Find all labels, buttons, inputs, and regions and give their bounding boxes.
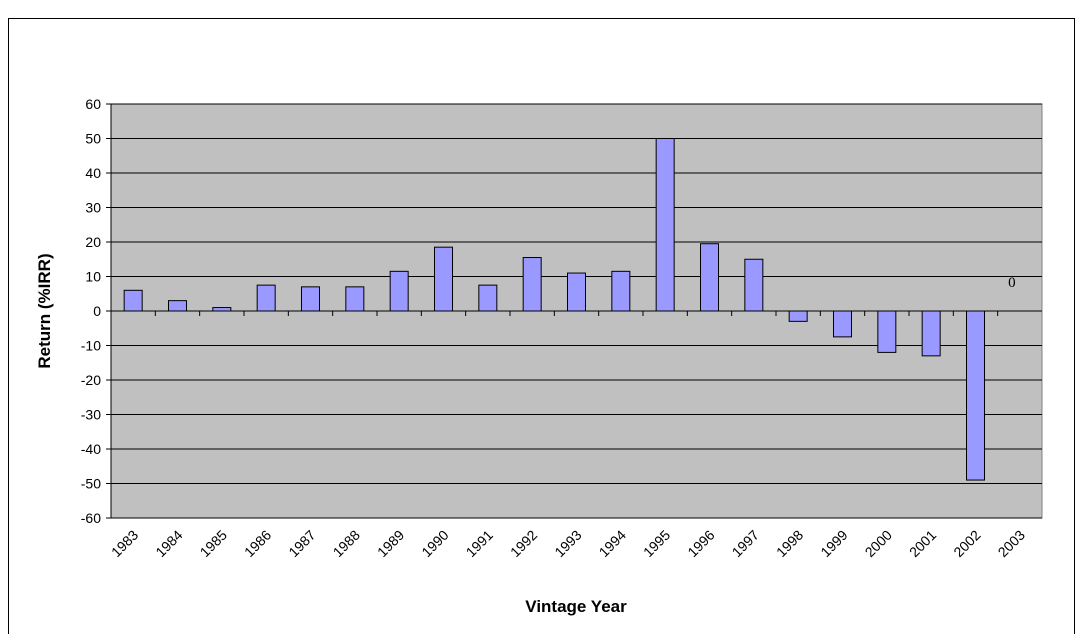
bar [567, 272, 586, 312]
y-tick-label: 20 [85, 234, 101, 250]
bar [301, 286, 320, 312]
y-tick-label: -50 [81, 476, 101, 492]
bar [345, 286, 365, 312]
y-tick-label: 30 [85, 200, 101, 216]
bar [522, 257, 542, 312]
bar [256, 284, 276, 312]
bar [478, 284, 498, 312]
y-tick-label: -20 [81, 372, 101, 388]
bar [212, 307, 232, 312]
bar [168, 300, 187, 312]
y-tick-label: -60 [81, 510, 101, 526]
y-axis-label: Return (%IRR) [35, 253, 54, 368]
data-label: 0 [1008, 275, 1016, 291]
bar [877, 310, 897, 353]
y-tick-label: 0 [93, 303, 101, 319]
y-tick-label: -40 [81, 441, 101, 457]
bar [833, 310, 852, 338]
bar [611, 270, 631, 312]
bar [744, 258, 764, 312]
y-tick-label: 40 [85, 165, 101, 181]
bar [966, 310, 985, 481]
y-tick-label: 60 [85, 96, 101, 112]
y-tick-label: -10 [81, 338, 101, 354]
x-axis-label: Vintage Year [525, 597, 627, 616]
y-tick-label: 50 [85, 131, 101, 147]
bar [434, 246, 453, 312]
y-tick-label: -30 [81, 407, 101, 423]
bar [921, 310, 941, 357]
bar [700, 243, 719, 312]
bar [655, 138, 675, 312]
bar [123, 289, 143, 312]
bar [788, 310, 808, 322]
bar [389, 270, 409, 312]
y-tick-label: 10 [85, 269, 101, 285]
